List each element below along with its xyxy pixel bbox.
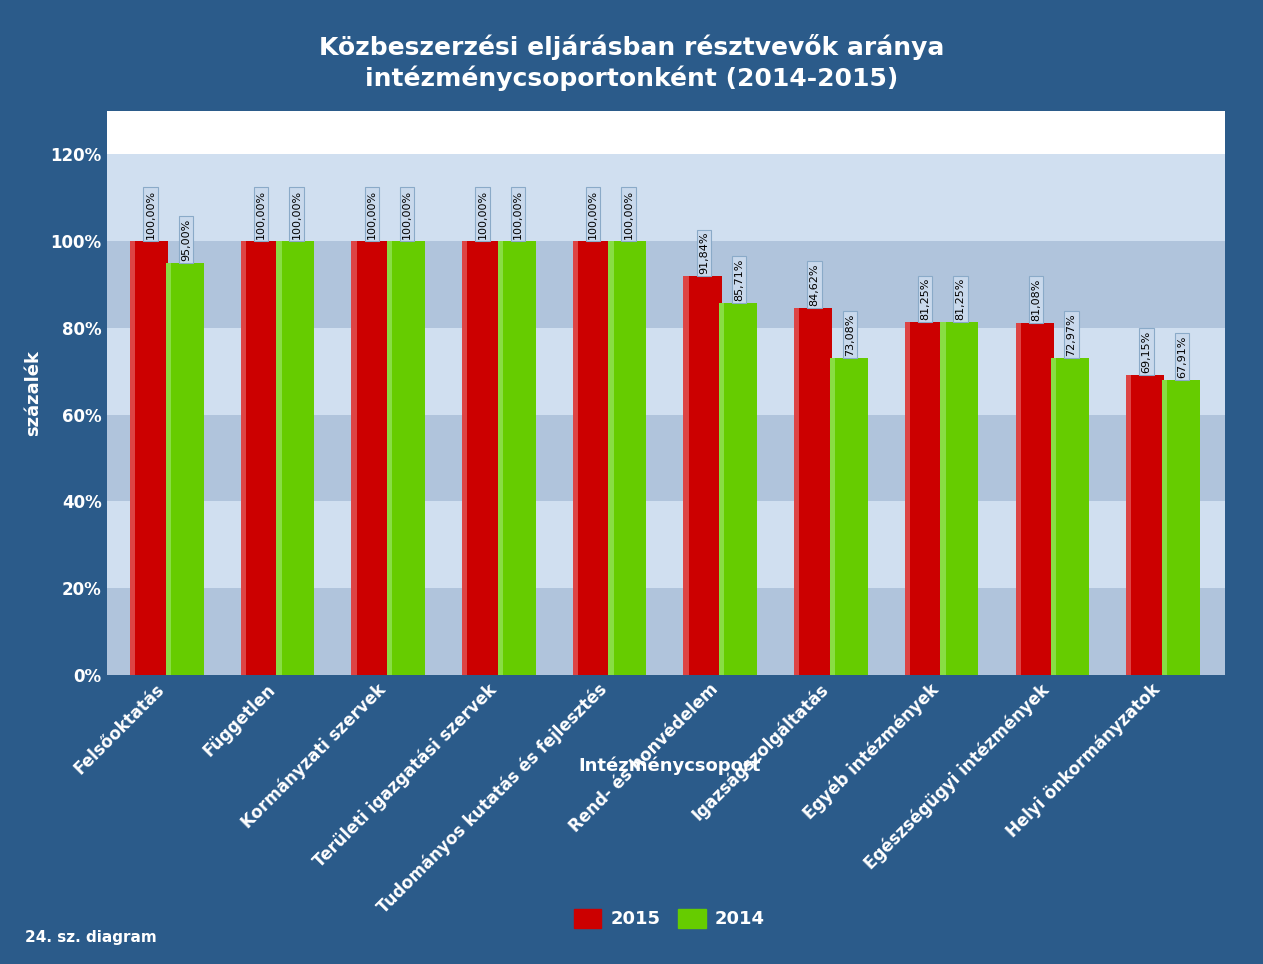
Bar xyxy=(133,241,168,675)
Bar xyxy=(277,241,282,675)
Bar xyxy=(107,328,1225,415)
Y-axis label: százalék: százalék xyxy=(24,350,42,436)
Bar xyxy=(165,262,171,675)
Bar xyxy=(794,308,799,675)
Bar xyxy=(130,241,135,675)
Bar xyxy=(351,241,357,675)
Text: 67,91%: 67,91% xyxy=(1177,335,1187,378)
Bar xyxy=(576,241,611,675)
Text: Intézménycsoport: Intézménycsoport xyxy=(578,757,760,775)
Text: 73,08%: 73,08% xyxy=(845,313,855,356)
Bar xyxy=(609,241,614,675)
Bar xyxy=(244,241,279,675)
Bar xyxy=(107,415,1225,501)
Text: 100,00%: 100,00% xyxy=(477,190,488,239)
Bar xyxy=(683,277,688,675)
Bar xyxy=(386,241,393,675)
Text: 84,62%: 84,62% xyxy=(810,263,820,306)
Bar xyxy=(904,322,911,675)
Bar xyxy=(168,262,203,675)
Bar xyxy=(1127,375,1132,675)
Legend: 2015, 2014: 2015, 2014 xyxy=(567,902,772,936)
Bar xyxy=(1164,380,1200,675)
Bar xyxy=(1015,323,1021,675)
Bar xyxy=(465,241,500,675)
Bar xyxy=(1018,323,1053,675)
Text: 85,71%: 85,71% xyxy=(734,258,744,301)
Text: 81,25%: 81,25% xyxy=(921,278,930,320)
Text: 81,08%: 81,08% xyxy=(1031,279,1041,321)
Bar xyxy=(1129,375,1164,675)
Text: 95,00%: 95,00% xyxy=(181,218,191,260)
Bar xyxy=(1162,380,1167,675)
Text: 100,00%: 100,00% xyxy=(513,190,523,239)
Text: 72,97%: 72,97% xyxy=(1066,313,1076,356)
Text: 24. sz. diagram: 24. sz. diagram xyxy=(25,929,157,945)
Bar xyxy=(279,241,314,675)
Bar xyxy=(498,241,503,675)
Text: 81,25%: 81,25% xyxy=(956,278,966,320)
Text: 100,00%: 100,00% xyxy=(145,190,155,239)
Bar xyxy=(611,241,647,675)
Bar xyxy=(1053,359,1089,675)
Text: 91,84%: 91,84% xyxy=(698,231,709,274)
Text: 100,00%: 100,00% xyxy=(624,190,634,239)
Bar xyxy=(686,277,721,675)
Bar xyxy=(107,154,1225,241)
Bar xyxy=(797,308,832,675)
Bar xyxy=(354,241,389,675)
Text: Közbeszerzési eljárásban résztvevők aránya
intézménycsoportonként (2014-2015): Közbeszerzési eljárásban résztvevők arán… xyxy=(318,34,945,92)
Bar xyxy=(107,501,1225,588)
Bar xyxy=(943,322,979,675)
Text: 69,15%: 69,15% xyxy=(1142,331,1152,373)
Bar xyxy=(107,241,1225,328)
Text: 100,00%: 100,00% xyxy=(366,190,376,239)
Bar xyxy=(462,241,467,675)
Bar xyxy=(830,358,835,675)
Bar xyxy=(908,322,943,675)
Bar xyxy=(241,241,246,675)
Text: 100,00%: 100,00% xyxy=(292,190,302,239)
Bar xyxy=(940,322,946,675)
Text: 100,00%: 100,00% xyxy=(403,190,412,239)
Bar xyxy=(389,241,424,675)
Text: 100,00%: 100,00% xyxy=(256,190,266,239)
Bar xyxy=(107,588,1225,675)
Bar xyxy=(719,303,724,675)
Text: 100,00%: 100,00% xyxy=(589,190,599,239)
Bar xyxy=(721,303,757,675)
Bar xyxy=(573,241,578,675)
Bar xyxy=(832,358,868,675)
Bar xyxy=(1051,359,1056,675)
Bar xyxy=(500,241,536,675)
